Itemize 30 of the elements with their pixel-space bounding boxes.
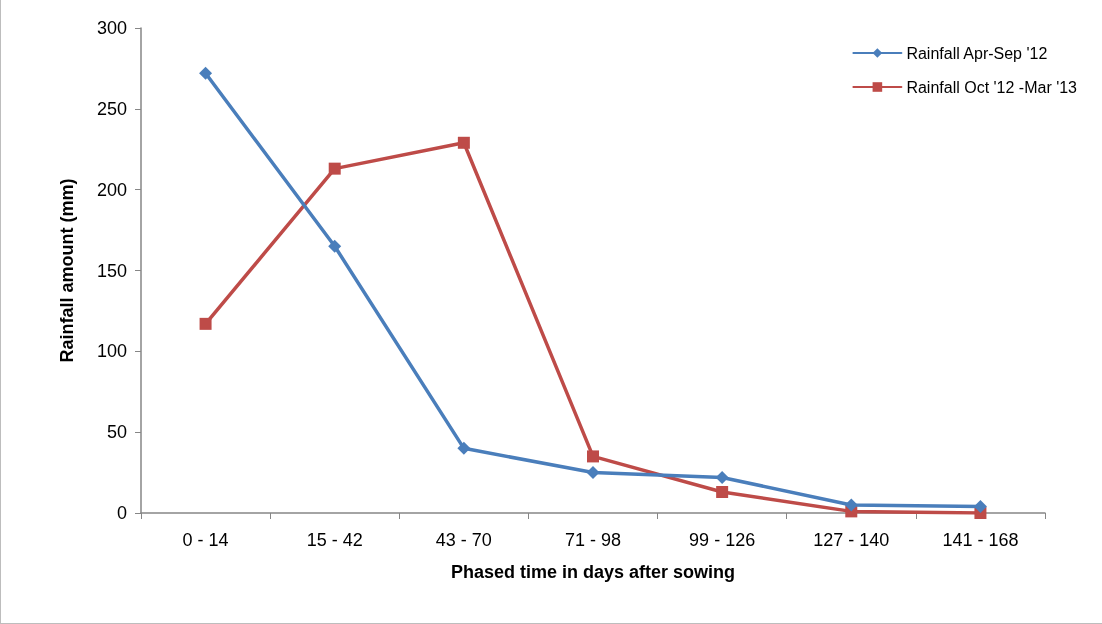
point (844, 498, 858, 512)
x-tick-label: 99 - 126 (689, 530, 756, 550)
point (328, 239, 342, 253)
point (199, 66, 213, 80)
y-tick-label: 200 (96, 179, 127, 200)
x-tick-label: 127 - 140 (813, 530, 890, 550)
x-tick-label: 43 - 70 (435, 530, 492, 550)
point (457, 441, 471, 455)
y-tick-label: 250 (96, 98, 127, 119)
x-tick-label: 141 - 168 (942, 530, 1019, 550)
point (716, 485, 729, 498)
x-tick-label: 15 - 42 (306, 530, 363, 550)
y-tick-label: 150 (96, 260, 127, 281)
y-axis-title: Rainfall amount (mm) (57, 178, 77, 363)
y-tick-label: 100 (96, 341, 127, 362)
legend-label: Rainfall Oct '12 -Mar '13 (906, 78, 1078, 96)
y-tick-label: 0 (116, 503, 127, 523)
point (586, 466, 600, 480)
point (457, 136, 470, 149)
x-tick-label: 71 - 98 (564, 530, 622, 550)
point (587, 450, 599, 463)
x-axis-title: Phased time in days after sowing (450, 562, 736, 582)
point (715, 470, 729, 484)
point (199, 317, 212, 330)
y-tick-label: 300 (96, 18, 127, 38)
x-tick-label: 0 - 14 (182, 530, 229, 550)
y-tick-label: 50 (106, 422, 127, 443)
legend-label: Rainfall Apr-Sep '12 (906, 44, 1048, 62)
point (973, 500, 987, 514)
point (328, 162, 341, 175)
